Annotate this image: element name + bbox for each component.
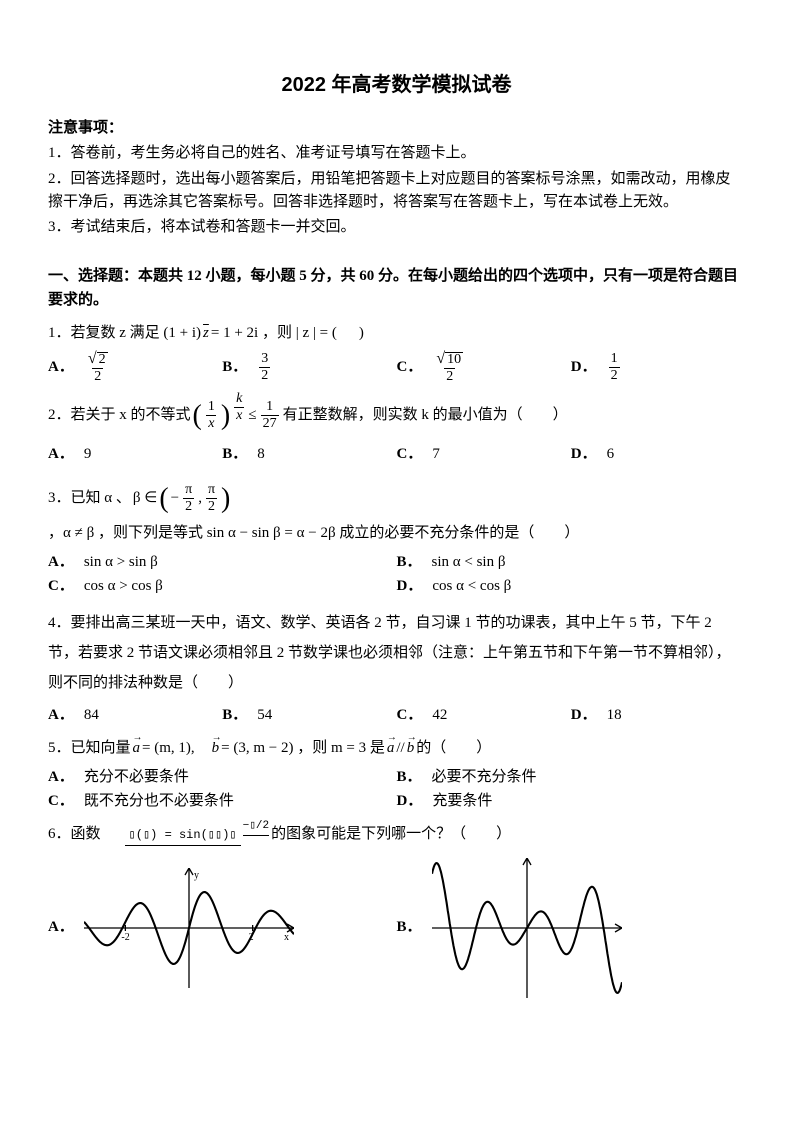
svg-text:x: x — [284, 932, 289, 943]
q2-opt-a: A．9 — [48, 443, 222, 466]
q1-post: ) — [359, 322, 364, 345]
q4-opt-c: C．42 — [397, 704, 571, 727]
q1-opt-b: B． 32 — [222, 351, 396, 384]
q6-chart-a: yx-22 — [84, 868, 294, 988]
instruction-1: 1．答卷前，考生务必将自己的姓名、准考证号填写在答题卡上。 — [48, 142, 745, 165]
q1-mid: = 1 + 2i ，则 | z | = ( — [211, 322, 337, 345]
svg-text:-2: -2 — [121, 932, 129, 943]
q5-stem: 5．已知向量 a = (m, 1), b = (3, m − 2) ，则 m =… — [48, 737, 745, 760]
q3-stem: 3．已知 α 、 β ∈ ( − π2 , π2 ) ，α ≠ β ，则下列是等… — [48, 477, 745, 546]
q1-stem: 1．若复数 z 满足 (1 + i) z = 1 + 2i ，则 | z | =… — [48, 322, 745, 345]
q2-opt-d: D．6 — [571, 443, 745, 466]
q5-options: A．充分不必要条件 B．必要不充分条件 C．既不充分也不必要条件 D．充要条件 — [48, 766, 745, 813]
q2-options: A．9 B．8 C．7 D．6 — [48, 443, 745, 466]
q4-stem: 4．要排出高三某班一天中，语文、数学、英语各 2 节，自习课 1 节的功课表，其… — [48, 608, 745, 698]
q3-rest: ，α ≠ β ，则下列是等式 sin α − sin β = α − 2β 成立… — [48, 522, 579, 545]
q3-opt-a: A．sin α > sin β — [48, 551, 397, 574]
instruction-2: 2．回答选择题时，选出每小题答案后，用铅笔把答题卡上对应题目的答案标号涂黑，如需… — [48, 168, 745, 215]
q5-opt-b: B．必要不充分条件 — [397, 766, 746, 789]
q6-chart-b — [432, 858, 622, 998]
q2-post: 有正整数解，则实数 k 的最小值为（ ） — [283, 404, 568, 427]
q1-zbar: z — [203, 322, 209, 345]
q5-post: 的（ ） — [416, 737, 491, 760]
q4-options: A．84 B．54 C．42 D．18 — [48, 704, 745, 727]
q6-func: ▯(▯) = sin(▯▯)▯ — [125, 824, 241, 846]
q1-opt-a: A． √22 — [48, 351, 222, 384]
q5-vec-a: a — [133, 737, 141, 760]
q2-pre: 2．若关于 x 的不等式 — [48, 404, 191, 427]
q3-beta: β ∈ — [133, 487, 157, 510]
q1-options: A． √22 B． 32 C． √102 D． 12 — [48, 351, 745, 384]
exam-page: 2022 年高考数学模拟试卷 注意事项： 1．答卷前，考生务必将自己的姓名、准考… — [0, 0, 793, 1122]
instructions-header: 注意事项： — [48, 117, 745, 140]
q1-opt-d: D． 12 — [571, 351, 745, 384]
q6-opt-b-label: B． — [397, 916, 422, 939]
q4-opt-b: B．54 — [222, 704, 396, 727]
q3-pre: 3．已知 α 、 — [48, 487, 131, 510]
q1-pre: 1．若复数 z 满足 (1 + i) — [48, 322, 201, 345]
q6-pre: 6．函数 — [48, 823, 101, 846]
q2-stem: 2．若关于 x 的不等式 ( 1x ) kx ≤ 127 有正整数解，则实数 k… — [48, 394, 745, 437]
q6-opt-a-label: A． — [48, 916, 74, 939]
q3-opt-c: C．cos α > cos β — [48, 575, 397, 598]
q4-opt-a: A．84 — [48, 704, 222, 727]
q5-pre: 5．已知向量 — [48, 737, 131, 760]
q6-post: 的图象可能是下列哪一个？（ ） — [271, 823, 511, 846]
section-1-header: 一、选择题：本题共 12 小题，每小题 5 分，共 60 分。在每小题给出的四个… — [48, 265, 745, 312]
q6-stem: 6．函数 ▯(▯) = sin(▯▯)▯ −▯/2 的图象可能是下列哪一个？（ … — [48, 823, 745, 846]
q2-opt-c: C．7 — [397, 443, 571, 466]
q5-opt-c: C．既不充分也不必要条件 — [48, 790, 397, 813]
q6-charts-row: A． yx-22 B． — [48, 858, 745, 998]
q2-opt-b: B．8 — [222, 443, 396, 466]
q5-vec-b: b — [212, 737, 220, 760]
q3-opt-d: D．cos α < cos β — [397, 575, 746, 598]
q6-exp: −▯/2 — [243, 818, 269, 836]
q5-opt-a: A．充分不必要条件 — [48, 766, 397, 789]
q5-opt-d: D．充要条件 — [397, 790, 746, 813]
q3-options: A．sin α > sin β B．sin α < sin β C．cos α … — [48, 551, 745, 598]
q4-opt-d: D．18 — [571, 704, 745, 727]
page-title: 2022 年高考数学模拟试卷 — [48, 70, 745, 101]
q3-opt-b: B．sin α < sin β — [397, 551, 746, 574]
svg-text:y: y — [194, 870, 199, 881]
q1-opt-c: C． √102 — [397, 351, 571, 384]
q2-mid: ≤ — [248, 404, 256, 427]
instruction-3: 3．考试结束后，将本试卷和答题卡一并交回。 — [48, 216, 745, 239]
